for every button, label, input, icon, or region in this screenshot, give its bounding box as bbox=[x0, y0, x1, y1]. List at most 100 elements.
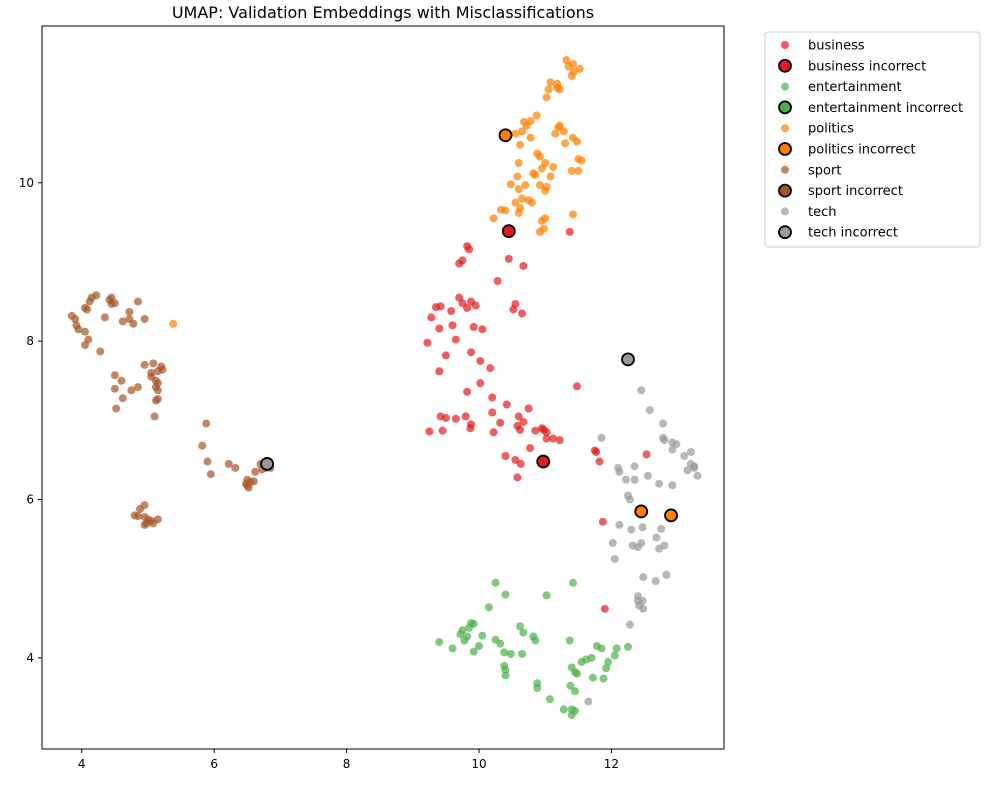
legend-marker-business-incorrect bbox=[778, 58, 792, 73]
point-tech bbox=[584, 697, 593, 706]
point-tech bbox=[672, 440, 681, 449]
point-sport bbox=[135, 505, 144, 514]
point-entertainment bbox=[519, 628, 528, 637]
legend-marker-tech-incorrect bbox=[778, 225, 792, 240]
point-politics bbox=[169, 319, 178, 328]
point-business bbox=[441, 413, 450, 422]
point-tech bbox=[683, 466, 692, 475]
point-entertainment bbox=[435, 638, 444, 647]
point-sport bbox=[244, 483, 253, 492]
point-entertainment bbox=[469, 647, 478, 656]
point-business bbox=[425, 427, 434, 436]
point-tech bbox=[615, 520, 624, 529]
point-business bbox=[524, 404, 533, 413]
point-business bbox=[435, 367, 444, 376]
point-business bbox=[461, 412, 470, 421]
point-politics bbox=[537, 164, 546, 173]
point-sport bbox=[83, 305, 92, 314]
point-sport bbox=[134, 512, 143, 521]
legend-marker-entertainment-incorrect bbox=[778, 100, 792, 115]
point-sport bbox=[118, 394, 127, 403]
point-sport bbox=[206, 470, 215, 479]
point-sport bbox=[100, 313, 109, 322]
point-politics bbox=[527, 198, 536, 207]
point-sport bbox=[149, 519, 158, 528]
point-business bbox=[441, 351, 450, 360]
point-sport bbox=[71, 315, 80, 324]
point-entertainment bbox=[465, 623, 474, 632]
point-tech bbox=[630, 462, 639, 471]
point-entertainment bbox=[597, 644, 606, 653]
point-entertainment bbox=[448, 644, 457, 653]
point-business bbox=[476, 379, 485, 388]
point-business bbox=[489, 428, 498, 437]
point-business-incorrect bbox=[536, 454, 551, 469]
point-tech bbox=[637, 539, 646, 548]
y-tick-label: 8 bbox=[26, 334, 34, 348]
legend-marker-politics-incorrect bbox=[778, 142, 792, 156]
point-sport bbox=[251, 467, 260, 476]
point-sport bbox=[85, 297, 94, 306]
point-sport bbox=[140, 520, 149, 529]
point-business bbox=[431, 303, 440, 312]
point-politics bbox=[574, 166, 583, 175]
point-tech bbox=[597, 433, 606, 442]
point-entertainment bbox=[567, 710, 576, 719]
point-tech bbox=[657, 524, 666, 533]
point-sport bbox=[110, 371, 119, 380]
point-business bbox=[642, 450, 651, 459]
point-sport bbox=[134, 383, 143, 392]
point-sport bbox=[110, 299, 119, 308]
point-tech bbox=[622, 475, 631, 484]
x-tick-label: 6 bbox=[210, 757, 218, 771]
point-business bbox=[451, 335, 460, 344]
point-tech bbox=[659, 419, 668, 428]
point-business bbox=[519, 417, 528, 426]
legend-label-entertainment-incorrect: entertainment incorrect bbox=[808, 101, 963, 116]
point-entertainment bbox=[588, 673, 597, 682]
point-politics bbox=[564, 62, 573, 71]
point-entertainment bbox=[559, 705, 568, 714]
point-sport bbox=[203, 457, 212, 466]
point-business bbox=[496, 418, 505, 427]
legend-label-politics: politics bbox=[808, 122, 854, 137]
point-sport bbox=[150, 412, 159, 421]
point-business bbox=[519, 261, 528, 270]
legend-marker-politics bbox=[781, 124, 789, 133]
point-business bbox=[458, 256, 467, 265]
point-politics bbox=[514, 158, 523, 167]
point-tech bbox=[615, 467, 624, 476]
point-politics bbox=[535, 181, 544, 190]
point-entertainment bbox=[569, 578, 578, 587]
point-politics bbox=[577, 156, 586, 165]
point-politics-incorrect bbox=[498, 128, 513, 143]
legend-marker-tech bbox=[781, 207, 789, 216]
point-entertainment bbox=[571, 687, 580, 696]
point-politics bbox=[542, 93, 551, 102]
point-entertainment bbox=[623, 642, 632, 651]
point-business bbox=[451, 414, 460, 423]
point-sport bbox=[125, 307, 134, 316]
point-entertainment bbox=[460, 636, 469, 645]
point-sport bbox=[198, 441, 207, 450]
x-tick-label: 10 bbox=[471, 757, 486, 771]
point-politics bbox=[513, 172, 522, 181]
point-tech bbox=[693, 471, 702, 480]
point-politics bbox=[541, 186, 550, 195]
point-business bbox=[502, 400, 511, 409]
point-sport bbox=[117, 376, 126, 385]
point-tech bbox=[655, 479, 664, 488]
point-business bbox=[501, 451, 510, 460]
point-sport bbox=[74, 325, 83, 334]
y-tick-label: 4 bbox=[26, 651, 34, 665]
legend-label-tech: tech bbox=[808, 205, 836, 220]
point-business bbox=[423, 338, 432, 347]
point-sport bbox=[153, 367, 162, 376]
point-business bbox=[448, 321, 457, 330]
point-entertainment bbox=[533, 684, 542, 693]
point-tech bbox=[643, 471, 652, 480]
y-tick-label: 6 bbox=[26, 493, 34, 507]
legend-label-sport: sport bbox=[808, 163, 841, 178]
point-entertainment bbox=[501, 671, 510, 680]
point-business bbox=[465, 245, 474, 254]
